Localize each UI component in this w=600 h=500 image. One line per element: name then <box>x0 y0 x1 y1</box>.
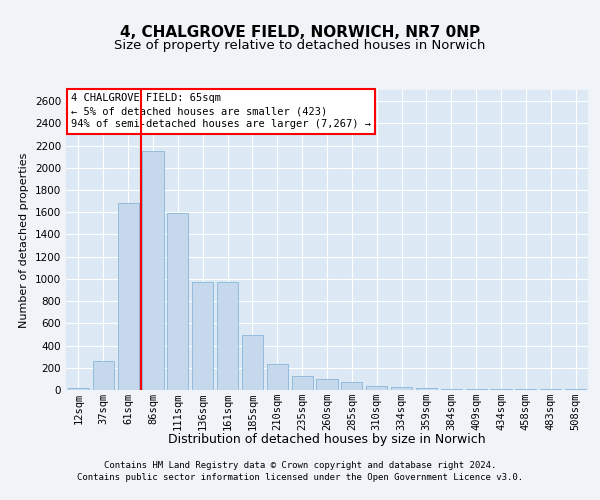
Text: Contains public sector information licensed under the Open Government Licence v3: Contains public sector information licen… <box>77 474 523 482</box>
Bar <box>316 379 338 390</box>
Bar <box>565 389 586 390</box>
Bar <box>341 382 362 390</box>
Text: 4 CHALGROVE FIELD: 65sqm
← 5% of detached houses are smaller (423)
94% of semi-d: 4 CHALGROVE FIELD: 65sqm ← 5% of detache… <box>71 93 371 130</box>
Bar <box>366 386 387 390</box>
Bar <box>416 388 437 390</box>
Bar <box>242 335 263 390</box>
Text: Contains HM Land Registry data © Crown copyright and database right 2024.: Contains HM Land Registry data © Crown c… <box>104 462 496 470</box>
Text: Size of property relative to detached houses in Norwich: Size of property relative to detached ho… <box>115 40 485 52</box>
Bar <box>167 214 188 390</box>
Y-axis label: Number of detached properties: Number of detached properties <box>19 152 29 328</box>
Bar <box>292 376 313 390</box>
Bar <box>93 360 114 390</box>
Bar <box>142 151 164 390</box>
X-axis label: Distribution of detached houses by size in Norwich: Distribution of detached houses by size … <box>168 433 486 446</box>
Text: 4, CHALGROVE FIELD, NORWICH, NR7 0NP: 4, CHALGROVE FIELD, NORWICH, NR7 0NP <box>120 25 480 40</box>
Bar <box>68 388 89 390</box>
Bar <box>490 389 512 390</box>
Bar <box>466 389 487 390</box>
Bar <box>540 388 561 390</box>
Bar <box>217 282 238 390</box>
Bar <box>192 282 213 390</box>
Bar <box>267 364 288 390</box>
Bar <box>391 387 412 390</box>
Bar <box>441 388 462 390</box>
Bar <box>118 204 139 390</box>
